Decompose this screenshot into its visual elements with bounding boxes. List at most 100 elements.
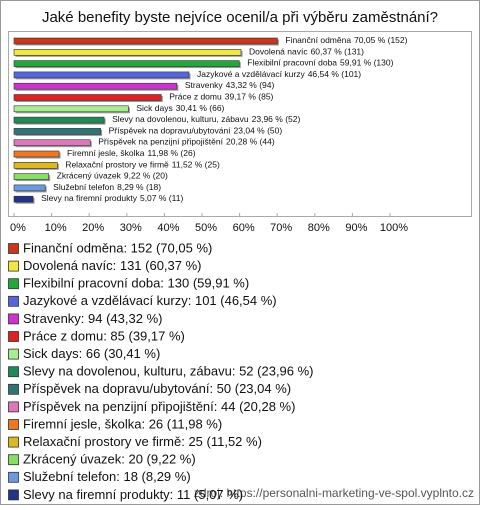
bar-label-bg <box>110 115 303 126</box>
legend-label: Dovolená navíc: 131 (60,37 %) <box>23 258 202 273</box>
bar <box>13 128 101 135</box>
bar-label-category: Sick days <box>136 103 172 113</box>
bar-label-category: Relaxační prostory ve firmě <box>65 160 169 170</box>
legend-label: Jazykové a vzdělávací kurzy: 101 (46,54 … <box>23 293 277 308</box>
x-tick-label: 10% <box>45 222 67 234</box>
bar-label-category: Dovolená navíc <box>249 47 308 57</box>
chart-title: Jaké benefity byste nejvíce ocenil/a při… <box>42 9 438 26</box>
bar-label-value: 8,29 % (18) <box>117 182 161 192</box>
x-tick-label: 40% <box>157 222 179 234</box>
bar <box>13 139 91 146</box>
bar-label-bg <box>106 126 285 137</box>
bar <box>13 105 129 113</box>
bar-label: Stravenky 43,32 % (94) <box>185 80 275 90</box>
legend-label: Flexibilní pracovní doba: 130 (59,91 %) <box>23 276 249 291</box>
bar-label-value: 9,22 % (20) <box>124 171 168 181</box>
legend-label: Slevy na firemní produkty: 11 (5,07 %) <box>23 487 243 502</box>
legend-label: Relaxační prostory ve firmě: 25 (11,52 %… <box>23 434 262 449</box>
bar-label-value: 23,04 % (50) <box>234 126 283 136</box>
legend-label: Práce z domu: 85 (39,17 %) <box>23 328 185 343</box>
x-tick-label: 50% <box>195 222 217 234</box>
legend-label: Služební telefon: 18 (8,29 %) <box>23 469 191 484</box>
bar <box>13 60 240 67</box>
bar-label: Sick days 30,41 % (66) <box>136 103 224 113</box>
bar-label-bg <box>246 47 367 58</box>
legend-swatch <box>8 278 19 290</box>
bar-label: Jazykové a vzdělávací kurzy 46,54 % (101) <box>197 69 361 79</box>
legend-swatch <box>8 454 19 466</box>
bar-label: Práce z domu 39,17 % (85) <box>169 92 273 102</box>
bar-label: Zkrácený úvazek 9,22 % (20) <box>57 171 168 181</box>
x-tick-label: 80% <box>308 222 330 234</box>
bar-label-category: Příspěvek na penzijní připojištění <box>98 137 223 147</box>
bar <box>13 173 49 180</box>
bar-label-value: 11,52 % (25) <box>172 160 220 170</box>
bar-label-category: Jazykové a vzdělávací kurzy <box>197 69 305 79</box>
bar-label-value: 59,91 % (130) <box>340 58 394 68</box>
bar-label: Firemní jesle, školka 11,98 % (26) <box>67 148 196 158</box>
bar-label-category: Služební telefon <box>53 182 114 192</box>
legend-swatch <box>8 401 19 413</box>
legend-label: Finanční odměna: 152 (70,05 %) <box>23 240 212 255</box>
legend-swatch <box>8 243 19 254</box>
bar-label: Slevy na dovolenou, kulturu, zábavu 23,96… <box>112 114 300 124</box>
bar <box>13 37 278 45</box>
bar <box>13 184 46 192</box>
legend-label: Příspěvek na penzijní připojištění: 44 (… <box>23 399 295 414</box>
bar-label: Příspěvek na penzijní připojištění 20,28 … <box>98 137 275 147</box>
x-tick-label: 20% <box>82 222 104 234</box>
bar-label-bg <box>96 137 277 148</box>
bar-label-bg <box>245 58 396 69</box>
bar-label-bg <box>167 92 276 103</box>
legend-swatch <box>8 489 19 501</box>
legend-swatch <box>8 419 19 430</box>
bar <box>13 116 105 124</box>
bar <box>13 71 190 79</box>
bar-label-bg <box>54 171 171 182</box>
bar-label-value: 43,32 % (94) <box>226 80 275 90</box>
bar-label-category: Práce z domu <box>169 92 222 102</box>
legend-swatch <box>8 295 19 307</box>
bar-label-bg <box>194 69 364 80</box>
bar-label: Finanční odměna 70,05 % (152) <box>285 35 407 45</box>
legend-label: Stravenky: 94 (43,32 %) <box>23 311 162 326</box>
bar <box>13 94 162 101</box>
x-tick-label: 0% <box>10 222 26 234</box>
bar-label-bg <box>39 194 186 205</box>
bar <box>13 48 242 56</box>
bar-label-category: Stravenky <box>185 80 224 90</box>
x-tick-label: 60% <box>233 222 255 234</box>
bar-label-value: 46,54 % (101) <box>308 69 362 79</box>
bar-label-bg <box>182 81 277 92</box>
bar-label-value: 20,28 % (44) <box>226 137 275 147</box>
bar-label-bg <box>51 182 164 193</box>
legend-label: Sick days: 66 (30,41 %) <box>23 346 160 361</box>
bar-label-value: 11,98 % (26) <box>148 148 196 158</box>
bar-label-value: 30,41 % (66) <box>176 103 225 113</box>
bar-label: Slevy na firemní produkty 5,07 % (11) <box>41 193 183 203</box>
x-tick-label: 90% <box>345 222 367 234</box>
source: zdroj: https://personalni-marketing-ve-s… <box>194 486 474 500</box>
bar-label-value: 5,07 % (11) <box>140 193 183 203</box>
bar-label-bg <box>283 36 410 46</box>
legend-swatch <box>8 313 19 325</box>
bar-label: Flexibilní pracovní doba 59,91 % (130) <box>247 58 393 68</box>
legend-swatch <box>8 383 19 395</box>
bar-label-value: 23,96 % (52) <box>252 114 301 124</box>
bar <box>13 162 58 169</box>
x-tick-label: 100% <box>380 222 408 234</box>
bar-label: Příspěvek na dopravu/ubytování 23,04 % (5… <box>109 126 283 136</box>
legend-swatch <box>8 436 19 448</box>
bar-label-category: Slevy na dovolenou, kulturu, zábavu <box>112 114 249 124</box>
bar-label: Služební telefon 8,29 % (18) <box>53 182 161 192</box>
bar-label-category: Flexibilní pracovní doba <box>247 58 337 68</box>
bar-label-value: 39,17 % (85) <box>225 92 274 102</box>
legend-label: Příspěvek na dopravu/ubytování: 50 (23,0… <box>23 381 291 396</box>
x-tick-label: 70% <box>270 222 292 234</box>
bar <box>13 150 60 158</box>
legend-swatch <box>8 260 19 272</box>
legend-swatch <box>8 366 19 378</box>
bar-label-value: 70,05 % (152) <box>354 35 408 45</box>
bar-label-bg <box>134 103 227 114</box>
